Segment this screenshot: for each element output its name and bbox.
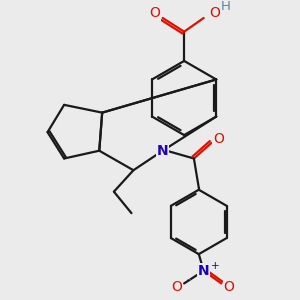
Text: O: O: [224, 280, 235, 294]
Text: N: N: [157, 144, 169, 158]
Text: +: +: [211, 261, 219, 271]
Text: H: H: [220, 0, 230, 13]
Text: O: O: [213, 132, 224, 146]
Text: O: O: [149, 6, 160, 20]
Text: O: O: [209, 6, 220, 20]
Text: O: O: [171, 280, 182, 294]
Text: -: -: [186, 273, 190, 286]
Text: N: N: [198, 264, 209, 278]
